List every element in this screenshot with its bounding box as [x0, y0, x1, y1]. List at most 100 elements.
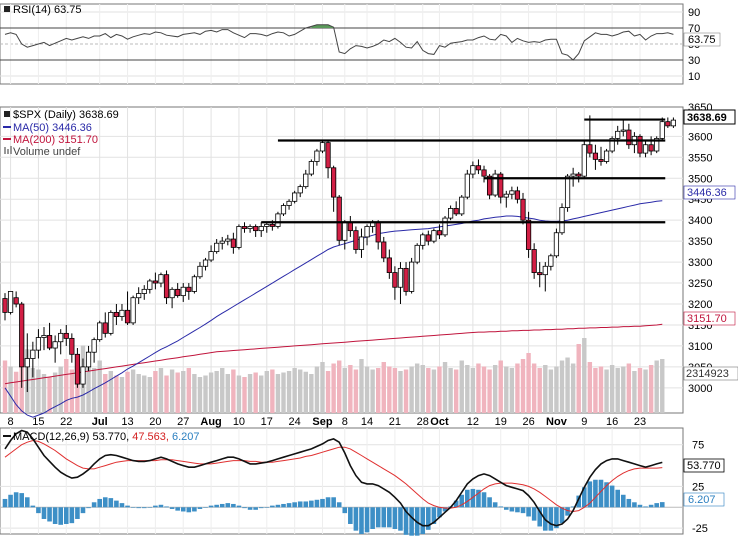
- candle: [214, 239, 220, 254]
- price-panel: 3600355035003450340033503300325032003150…: [0, 102, 738, 428]
- macd-hist-bar: [175, 507, 180, 511]
- volume-bar: [8, 366, 13, 413]
- x-tick-label: 22: [60, 416, 72, 428]
- candle: [286, 199, 292, 210]
- volume-bar: [286, 371, 292, 413]
- macd-hist-bar: [80, 507, 86, 514]
- candle: [308, 159, 314, 177]
- volume-bar: [253, 372, 258, 413]
- macd-tick-label: 25: [692, 481, 704, 493]
- macd-hist-bar: [41, 507, 47, 519]
- volume-bar: [632, 371, 637, 413]
- macd-legend: MACD(12,26,9) 53.770, 47.563, 6.207: [3, 431, 200, 443]
- x-tick-label: Aug: [200, 416, 221, 428]
- candle: [481, 165, 487, 183]
- x-tick-label: Oct: [430, 416, 449, 428]
- candle: [303, 169, 309, 189]
- macd-hist-bar: [320, 498, 325, 508]
- candle: [230, 232, 236, 254]
- volume-bar: [259, 375, 264, 413]
- volume-bar: [36, 369, 41, 413]
- macd-hist-bar: [281, 503, 286, 508]
- rsi-y-axis: 9070503010: [688, 7, 700, 83]
- volume-bar: [247, 374, 253, 413]
- macd-hist-bar: [108, 498, 114, 508]
- volume-bar: [364, 366, 370, 413]
- volume-bar: [531, 363, 537, 413]
- rsi-overbought-fill: [311, 24, 334, 28]
- x-tick-label: Jul: [92, 416, 108, 428]
- candle: [102, 312, 108, 338]
- macd-hist-bar: [353, 507, 359, 531]
- x-tick-label: 21: [389, 416, 401, 428]
- candle: [319, 140, 326, 154]
- macd-hist-bar: [102, 497, 108, 508]
- macd-hist-bar: [153, 505, 158, 508]
- volume-bar: [559, 360, 565, 413]
- x-tick-label: 8: [8, 416, 14, 428]
- candle: [336, 195, 342, 246]
- candle: [409, 257, 415, 294]
- candle: [559, 203, 565, 235]
- macd-hist-bar: [526, 507, 531, 517]
- price-tick-label: 3500: [688, 173, 712, 185]
- date-x-axis: 8 15 22 Jul 13 20 27 Aug 10 17 24 Sep 8 14 21 28 Oct 12 19…: [8, 416, 647, 428]
- volume-bar: [359, 359, 364, 413]
- candle: [442, 215, 448, 237]
- x-tick-label: 12: [467, 416, 479, 428]
- volume-bar: [175, 372, 180, 413]
- macd-hist-bar: [286, 503, 292, 508]
- volume-bar: [108, 371, 114, 413]
- candle: [292, 190, 298, 204]
- volume-bar: [314, 366, 320, 413]
- macd-hist-bar: [364, 507, 370, 533]
- price-tags: 3638.69 3446.36 3151.70 2314923: [683, 109, 738, 381]
- volume-bar: [437, 366, 442, 413]
- candle: [236, 224, 242, 250]
- macd-hist-bar: [637, 504, 643, 508]
- volume-bar: [348, 365, 353, 413]
- macd-hist-bar: [258, 507, 264, 509]
- macd-line: [4, 429, 663, 527]
- candle: [358, 228, 365, 258]
- volume-bar: [292, 368, 297, 413]
- volume-bar: [515, 363, 520, 413]
- volume-bar: [626, 363, 632, 413]
- macd-hist-bar: [648, 504, 654, 508]
- macd-hist-bar: [515, 507, 520, 513]
- macd-hist-bar: [52, 507, 58, 524]
- volume-bar: [565, 357, 570, 413]
- macd-hist-bar: [643, 506, 648, 508]
- macd-hist-bar: [114, 500, 119, 508]
- volume-bar: [69, 369, 75, 413]
- candle: [175, 283, 181, 298]
- volume-bar: [136, 374, 141, 413]
- x-tick-label: 8: [342, 416, 348, 428]
- volume-bar: [220, 368, 225, 413]
- candle: [381, 236, 387, 263]
- macd-hist-bar: [214, 504, 219, 508]
- volume-bar: [225, 374, 230, 413]
- candle: [169, 287, 175, 309]
- volume-bar: [41, 374, 47, 413]
- candle: [459, 195, 465, 216]
- macd-hist-bar: [609, 485, 615, 508]
- volume-bar: [231, 369, 236, 413]
- price-legend: $SPX (Daily) 3638.69 MA(50) 3446.36 MA(2…: [3, 109, 119, 158]
- candle: [525, 211, 532, 258]
- rsi-tick-label: 10: [688, 71, 700, 83]
- candle: [119, 304, 125, 321]
- volume-bar: [325, 371, 331, 413]
- rsi-legend: RSI(14) 63.75: [4, 4, 81, 16]
- candle: [225, 234, 231, 246]
- x-tick-label: 10: [233, 416, 245, 428]
- candle: [670, 117, 677, 128]
- macd-hist-bar: [2, 498, 8, 508]
- macd-hist-bar: [426, 507, 431, 530]
- rsi-line: [4, 24, 674, 61]
- legend-spx-text: $SPX (Daily) 3638.69: [13, 109, 119, 121]
- volume-bar: [192, 374, 197, 413]
- volume-bar: [309, 374, 314, 413]
- candle: [46, 322, 53, 351]
- candle: [241, 222, 248, 233]
